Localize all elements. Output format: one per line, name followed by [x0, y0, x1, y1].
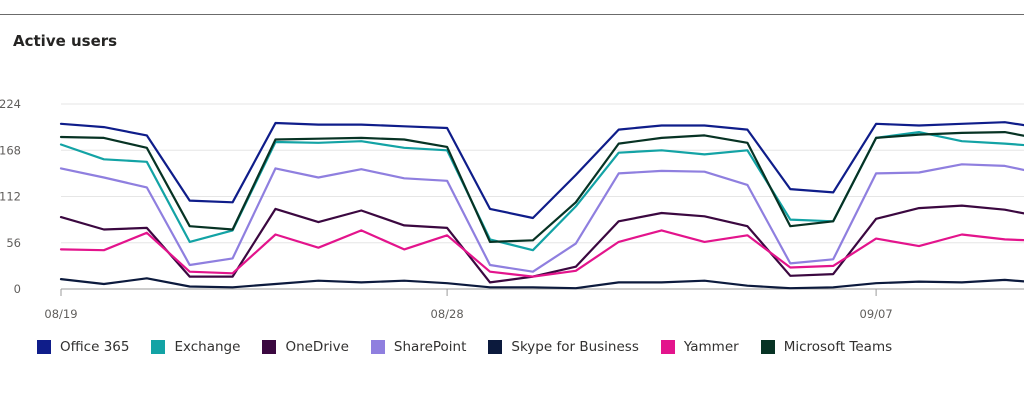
- y-tick-label: 168: [0, 143, 21, 157]
- legend-swatch: [37, 340, 51, 354]
- x-tick-label: 08/28: [431, 307, 464, 321]
- legend-item-onedrive[interactable]: OneDrive: [262, 339, 349, 355]
- series-line-skype-for-business[interactable]: [59, 277, 1024, 290]
- legend-swatch: [760, 340, 775, 354]
- legend-label: Yammer: [683, 339, 739, 355]
- series-line-microsoft-teams[interactable]: [59, 131, 1024, 243]
- legend-label: Office 365: [60, 339, 130, 355]
- legend-swatch: [262, 340, 277, 354]
- legend-item-sharepoint[interactable]: SharePoint: [370, 339, 467, 355]
- series-line-onedrive[interactable]: [59, 204, 1024, 284]
- y-tick-label: 0: [14, 282, 21, 296]
- legend-label: OneDrive: [285, 339, 349, 355]
- legend-swatch: [370, 340, 385, 354]
- legend-label: Skype for Business: [511, 339, 639, 355]
- series-line-office-365[interactable]: [59, 121, 1024, 220]
- legend-item-office-365[interactable]: Office 365: [37, 339, 129, 355]
- top-divider: [0, 14, 1024, 15]
- x-tick-label: 09/07: [860, 307, 893, 321]
- chart-legend: Office 365 Exchange OneDrive SharePoint Skyp…: [37, 339, 914, 355]
- y-tick-label: 56: [6, 236, 21, 250]
- y-tick-label: 112: [0, 190, 21, 204]
- x-tick-label: 08/19: [44, 307, 77, 321]
- legend-label: SharePoint: [393, 339, 467, 355]
- legend-item-skype-for-business[interactable]: Skype for Business: [488, 339, 639, 355]
- legend-swatch: [660, 340, 675, 354]
- series-line-sharepoint[interactable]: [59, 163, 1024, 273]
- y-tick-label: 224: [0, 97, 21, 111]
- legend-item-exchange[interactable]: Exchange: [151, 339, 240, 355]
- legend-item-yammer[interactable]: Yammer: [660, 339, 739, 355]
- chart-title: Active users: [13, 32, 118, 50]
- series-line-yammer[interactable]: [59, 229, 1024, 278]
- legend-swatch: [488, 340, 503, 354]
- legend-label: Microsoft Teams: [783, 339, 893, 355]
- legend-item-microsoft-teams[interactable]: Microsoft Teams: [760, 339, 893, 355]
- legend-label: Exchange: [174, 339, 241, 355]
- legend-swatch: [151, 340, 166, 354]
